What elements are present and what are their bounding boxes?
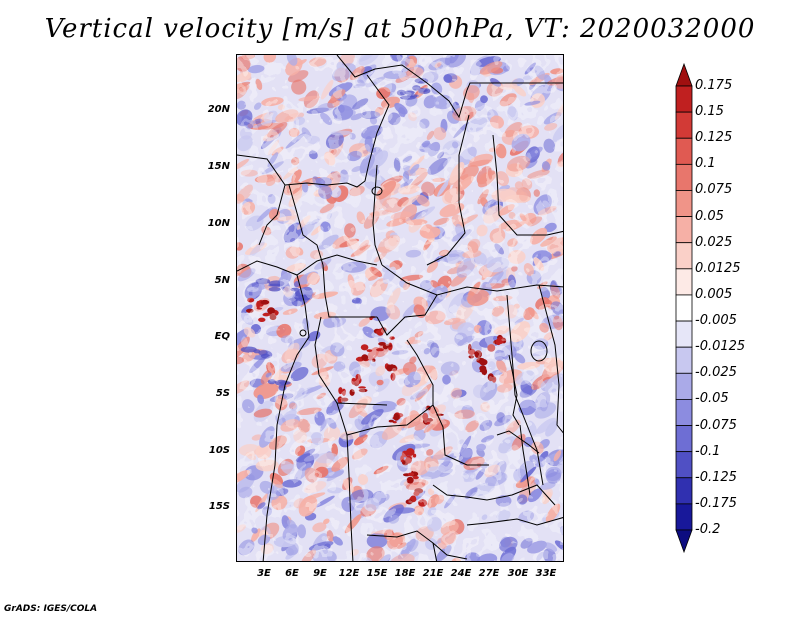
lat-label: 5N [214, 275, 230, 286]
colorbar-label: 0.0125 [695, 260, 741, 276]
colorbar-segment [675, 503, 693, 531]
colorbar-segment [675, 216, 693, 244]
lon-label: 27E [478, 568, 500, 579]
colorbar-label: 0.1 [695, 156, 716, 172]
lakes [299, 186, 548, 496]
lat-label: 15S [208, 501, 230, 512]
lon-label: 6E [285, 568, 299, 579]
map-title: Vertical velocity [m/s] at 500hPa, VT: 2… [44, 14, 756, 44]
colorbar-label: 0.005 [695, 286, 733, 302]
colorbar-segment [675, 137, 693, 165]
colorbar-segment [675, 190, 693, 217]
colorbar-segment [675, 399, 693, 426]
colorbar-label: -0.1 [695, 443, 721, 459]
lon-label: 30E [507, 568, 529, 579]
colorbar-segment [675, 320, 693, 348]
lon-label: 9E [313, 568, 327, 579]
lat-label: EQ [214, 331, 230, 342]
lon-label: 24E [450, 568, 472, 579]
colorbar-label: 0.025 [695, 234, 733, 250]
map-canvas [237, 55, 563, 561]
colorbar-label: -0.0125 [695, 339, 746, 355]
lon-label: 21E [422, 568, 444, 579]
colorbar-segment [675, 477, 693, 505]
lat-label: 20N [207, 104, 230, 115]
country-borders [237, 55, 563, 561]
colorbar-label: -0.125 [695, 469, 737, 485]
colorbar-label: -0.2 [695, 522, 721, 537]
lon-label: 15E [366, 568, 388, 579]
lat-label: 10N [207, 218, 230, 229]
colorbar-label: 0.05 [695, 208, 724, 224]
lon-label: 18E [394, 568, 416, 579]
colorbar-top-arrow [675, 62, 693, 87]
colorbar-segment [675, 346, 693, 374]
colorbar-segment [675, 111, 693, 139]
colorbar-segment [675, 425, 693, 453]
colorbar-label: 0.125 [695, 130, 733, 146]
colorbar-label: -0.05 [695, 391, 729, 407]
colorbar-bottom-arrow [675, 529, 693, 554]
lat-label: 10S [208, 445, 230, 456]
colorbar-segment [675, 372, 693, 400]
colorbar-segment [675, 242, 693, 270]
lon-label: 3E [257, 568, 271, 579]
colorbar-label: -0.175 [695, 495, 737, 511]
lon-label: 33E [535, 568, 557, 579]
lat-label: 5S [215, 388, 230, 399]
colorbar-label: -0.075 [695, 417, 737, 433]
colorbar-segment [675, 294, 693, 322]
colorbar [675, 62, 693, 554]
lat-label: 15N [207, 161, 230, 172]
colorbar-segment [675, 268, 693, 296]
colorbar-label: -0.025 [695, 365, 737, 381]
vertical-velocity-map [236, 54, 564, 562]
colorbar-label: 0.15 [695, 104, 724, 120]
colorbar-segment [675, 163, 693, 191]
colorbar-segment [675, 85, 693, 113]
colorbar-label: 0.175 [695, 78, 733, 93]
colorbar-segment [675, 451, 693, 479]
field-texture [237, 55, 563, 561]
colorbar-label: -0.005 [695, 313, 737, 329]
credit-text: GrADS: IGES/COLA [4, 604, 98, 614]
lon-label: 12E [338, 568, 360, 579]
colorbar-label: 0.075 [695, 182, 733, 198]
